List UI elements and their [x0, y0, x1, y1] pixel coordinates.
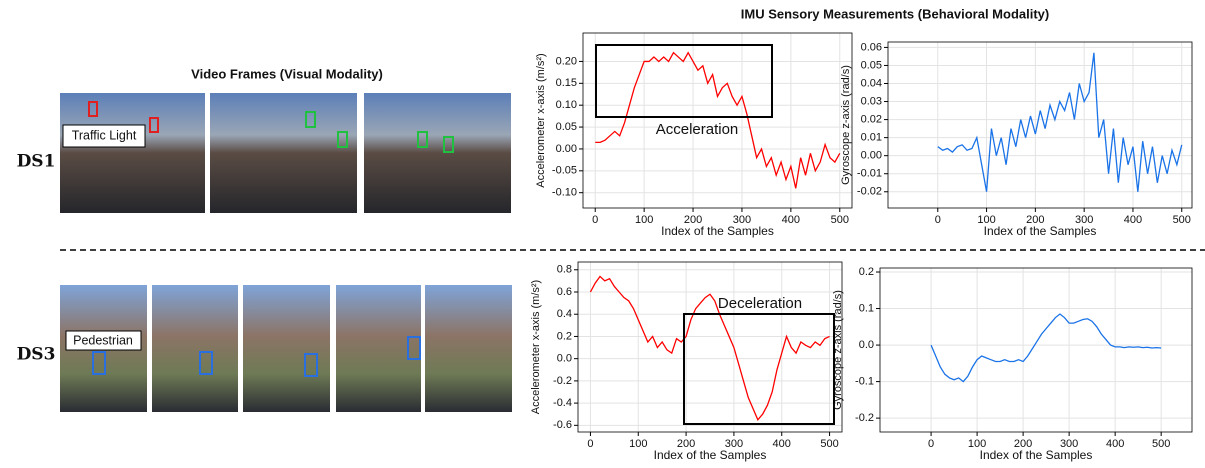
- y-tick-label: 0.20: [556, 55, 577, 67]
- x-axis-label: Index of the Samples: [984, 224, 1097, 238]
- plot-frame: [880, 268, 1192, 432]
- y-tick-label: 0.10: [556, 99, 577, 111]
- y-tick-label: 0.8: [557, 264, 572, 276]
- row-label: DS3: [17, 345, 56, 365]
- y-tick-label: 0.05: [861, 59, 882, 71]
- annotation: Deceleration: [718, 295, 802, 312]
- y-axis-label: Accelerometer x-axis (m/s²): [535, 53, 547, 187]
- x-tick-label: 0: [592, 214, 598, 226]
- y-tick-label: -0.4: [553, 397, 572, 409]
- y-tick-label: -0.6: [553, 419, 572, 431]
- x-tick-label: 100: [635, 214, 653, 226]
- y-tick-label: 0.04: [861, 77, 882, 89]
- x-tick-label: 500: [1152, 438, 1170, 450]
- data-line: [931, 314, 1161, 382]
- y-tick-label: 0.6: [557, 286, 572, 298]
- object-label: Pedestrian: [73, 333, 133, 347]
- figure: IMU Sensory Measurements (Behavioral Mod…: [0, 0, 1205, 468]
- x-tick-label: 400: [1106, 438, 1124, 450]
- y-tick-label: 0.2: [859, 266, 874, 278]
- y-tick-label: -0.2: [553, 375, 572, 387]
- y-tick-label: 0.1: [859, 302, 874, 314]
- imu-title: IMU Sensory Measurements (Behavioral Mod…: [741, 6, 1049, 21]
- y-axis-label: Gyroscope z-axis (rad/s): [840, 65, 852, 185]
- y-tick-label: 0.01: [861, 132, 882, 144]
- y-tick-label: 0.02: [861, 113, 882, 125]
- y-tick-label: 0.0: [557, 353, 572, 365]
- x-tick-label: 0: [587, 438, 593, 450]
- video-frame: [152, 285, 238, 412]
- x-tick-label: 0: [928, 438, 934, 450]
- x-tick-label: 500: [831, 214, 849, 226]
- x-tick-label: 400: [1124, 214, 1142, 226]
- video-frame: [243, 285, 330, 412]
- y-axis-label: Gyroscope z-axis (rad/s): [832, 290, 844, 410]
- y-tick-label: 0.2: [557, 330, 572, 342]
- y-tick-label: 0.03: [861, 95, 882, 107]
- y-tick-label: 0.0: [859, 339, 874, 351]
- video-frame: [60, 93, 205, 213]
- row-label: DS1: [17, 152, 56, 172]
- y-tick-label: 0.06: [861, 41, 882, 53]
- annotation-box: [596, 45, 772, 117]
- y-tick-label: 0.4: [557, 308, 572, 320]
- y-axis-label: Accelerometer x-axis (m/s²): [530, 280, 542, 414]
- y-tick-label: 0.05: [556, 121, 577, 133]
- x-axis-label: Index of the Samples: [661, 224, 774, 238]
- y-tick-label: -0.05: [552, 165, 577, 177]
- x-tick-label: 100: [629, 438, 647, 450]
- x-tick-label: 500: [820, 438, 838, 450]
- x-tick-label: 0: [935, 214, 941, 226]
- y-tick-label: 0.15: [556, 77, 577, 89]
- x-tick-label: 500: [1173, 214, 1191, 226]
- y-tick-label: -0.01: [857, 168, 882, 180]
- annotation: Acceleration: [656, 121, 739, 138]
- video-title: Video Frames (Visual Modality): [191, 66, 383, 81]
- x-tick-label: 400: [782, 214, 800, 226]
- annotation-box: [684, 314, 834, 424]
- y-tick-label: -0.1: [855, 376, 874, 388]
- x-tick-label: 400: [773, 438, 791, 450]
- ds3-frames: Pedestrian: [60, 285, 512, 412]
- video-frame: [364, 93, 511, 213]
- video-frame: [425, 285, 512, 412]
- object-label: Traffic Light: [72, 128, 137, 142]
- y-tick-label: -0.02: [857, 186, 882, 198]
- y-tick-label: 0.00: [556, 143, 577, 155]
- x-axis-label: Index of the Samples: [980, 448, 1093, 462]
- y-tick-label: -0.2: [855, 412, 874, 424]
- data-line: [938, 53, 1182, 192]
- y-tick-label: -0.10: [552, 187, 577, 199]
- video-frame: [210, 93, 357, 213]
- ds1-frames: Traffic Light: [60, 93, 511, 213]
- plot-frame: [578, 262, 842, 432]
- y-tick-label: 0.00: [861, 150, 882, 162]
- x-axis-label: Index of the Samples: [654, 448, 767, 462]
- plot-frame: [888, 42, 1192, 208]
